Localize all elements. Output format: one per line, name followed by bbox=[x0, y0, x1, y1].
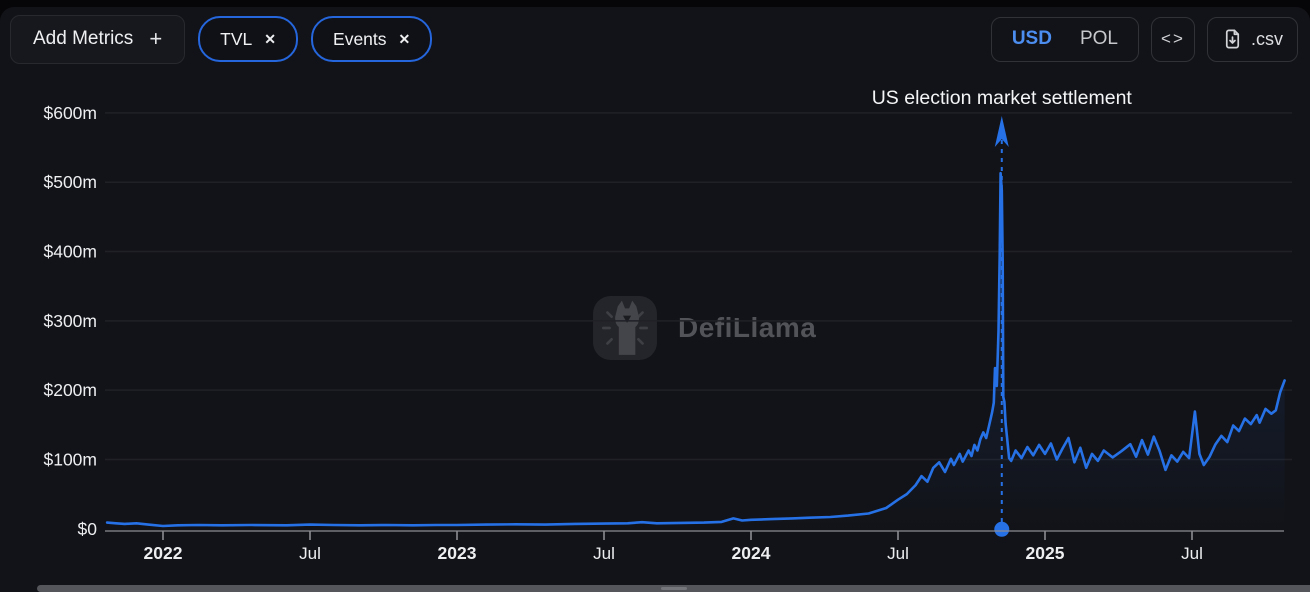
currency-toggle: USD POL bbox=[990, 16, 1139, 62]
x-axis-label: 2023 bbox=[438, 543, 477, 563]
chart-scrollbar[interactable] bbox=[37, 585, 1310, 592]
metric-pill-tvl-label: TVL bbox=[220, 28, 253, 49]
csv-label: .csv bbox=[1250, 28, 1283, 49]
y-axis-label: $200m bbox=[43, 380, 97, 400]
y-axis-label: $400m bbox=[43, 242, 97, 262]
currency-option-pol[interactable]: POL bbox=[1079, 28, 1118, 49]
y-axis-label: $500m bbox=[43, 172, 97, 192]
tvl-line bbox=[105, 171, 1286, 528]
currency-option-usd[interactable]: USD bbox=[1011, 28, 1052, 49]
scrollbar-grip-icon bbox=[660, 587, 687, 590]
metric-pill-tvl[interactable]: TVL ✕ bbox=[198, 16, 299, 62]
y-axis-label: $600m bbox=[43, 103, 97, 123]
add-metrics-label: Add Metrics bbox=[33, 28, 134, 49]
x-axis-label: Jul bbox=[299, 544, 321, 563]
x-axis-label: Jul bbox=[593, 544, 615, 563]
event-marker-dot[interactable] bbox=[994, 521, 1010, 537]
x-axis-label: 2024 bbox=[732, 543, 771, 563]
embed-code-button[interactable]: <> bbox=[1150, 16, 1195, 62]
event-annotation-label: US election market settlement bbox=[872, 87, 1133, 109]
x-axis-label: Jul bbox=[1181, 544, 1203, 563]
plus-icon: + bbox=[149, 26, 163, 51]
chart-toolbar: Add Metrics + TVL ✕ Events ✕ USD POL <> bbox=[10, 14, 1298, 64]
event-arrow-icon bbox=[994, 116, 1009, 147]
close-icon[interactable]: ✕ bbox=[264, 30, 277, 47]
file-download-icon bbox=[1222, 28, 1243, 50]
x-axis-label: 2022 bbox=[144, 543, 183, 563]
x-axis-label: Jul bbox=[887, 544, 909, 563]
metric-pill-events-label: Events bbox=[333, 28, 387, 49]
y-axis-label: $100m bbox=[43, 449, 97, 469]
close-icon[interactable]: ✕ bbox=[398, 30, 411, 47]
y-axis-label: $300m bbox=[43, 311, 97, 331]
tvl-area-fill bbox=[107, 173, 1285, 529]
metric-pill-events[interactable]: Events ✕ bbox=[311, 16, 433, 62]
download-csv-button[interactable]: .csv bbox=[1206, 16, 1298, 62]
y-axis-label: $0 bbox=[78, 519, 98, 539]
add-metrics-button[interactable]: Add Metrics + bbox=[10, 14, 186, 64]
x-axis-label: 2025 bbox=[1026, 543, 1065, 563]
toolbar-right-group: USD POL <> .csv bbox=[990, 16, 1298, 62]
